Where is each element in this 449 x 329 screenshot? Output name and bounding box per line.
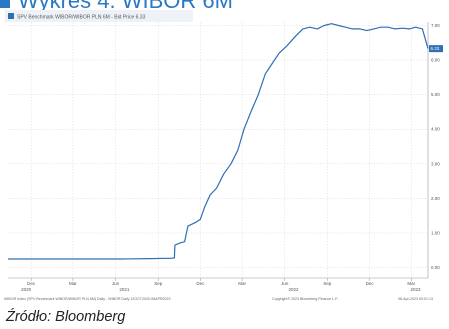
legend-marker <box>8 13 14 19</box>
figure-title: Wykres 4. WIBOR 6M <box>18 0 233 12</box>
heading-accent-bar <box>0 0 10 8</box>
line-layer <box>8 23 429 260</box>
source-note: Źródło: Bloomberg <box>6 309 126 325</box>
x-axis: Dec Mar Jun Sep Dec Mar Jun Sep Dec Mar 2020 2021 20… <box>21 278 421 292</box>
x-year-label: 2020 <box>21 287 32 292</box>
figure-heading: Wykres 4. WIBOR 6M <box>0 0 449 12</box>
current-value-label: 6.33 <box>431 46 440 51</box>
x-year-label: 2023 <box>410 287 421 292</box>
y-tick-label: 3.00 <box>431 161 440 166</box>
y-tick-label: 1.00 <box>431 231 440 236</box>
x-year-label: 2022 <box>289 287 300 292</box>
y-tick-label: 6.00 <box>431 58 440 63</box>
x-tick-label: Dec <box>27 281 36 286</box>
legend-box <box>5 10 193 22</box>
y-axis: 0.00 1.00 2.00 3.00 4.00 5.00 6.00 7.00 6.33 <box>429 23 443 270</box>
current-value-badge <box>429 45 443 53</box>
x-tick-label: Jun <box>281 281 289 286</box>
x-tick-label: Mar <box>238 281 246 286</box>
y-tick-label: 5.00 <box>431 92 440 97</box>
footer-right: 06-Apr-2023 00:01:13 <box>398 297 433 301</box>
x-year-label: 2021 <box>119 287 130 292</box>
x-tick-label: Sep <box>323 281 332 286</box>
x-tick-label: Jun <box>112 281 120 286</box>
x-tick-label: Mar <box>407 281 415 286</box>
grid-layer <box>8 22 429 279</box>
chart-footer: WIBOR Index (SPV Benchmark WIBOR/WIBOR P… <box>4 297 433 301</box>
chart-background <box>0 10 449 306</box>
y-tick-label: 4.00 <box>431 127 440 132</box>
y-tick-label: 0.00 <box>431 265 440 270</box>
x-tick-label: Mar <box>69 281 77 286</box>
legend-label: SPV Benchmark WIBOR/WIBOR PLN 6M - Bid P… <box>17 15 146 21</box>
footer-center: Copyright© 2023 Bloomberg Finance L.P. <box>272 297 338 301</box>
x-tick-label: Dec <box>196 281 205 286</box>
wibor-chart: 0.00 1.00 2.00 3.00 4.00 5.00 6.00 7.00 6.33 Dec… <box>0 10 449 306</box>
legend: SPV Benchmark WIBOR/WIBOR PLN 6M - Bid P… <box>5 10 193 22</box>
y-tick-label: 7.00 <box>431 23 440 28</box>
series-line <box>8 23 429 260</box>
x-tick-label: Dec <box>366 281 375 286</box>
x-tick-label: Sep <box>154 281 163 286</box>
y-tick-label: 2.00 <box>431 196 440 201</box>
footer-left: WIBOR Index (SPV Benchmark WIBOR/WIBOR P… <box>4 297 171 301</box>
